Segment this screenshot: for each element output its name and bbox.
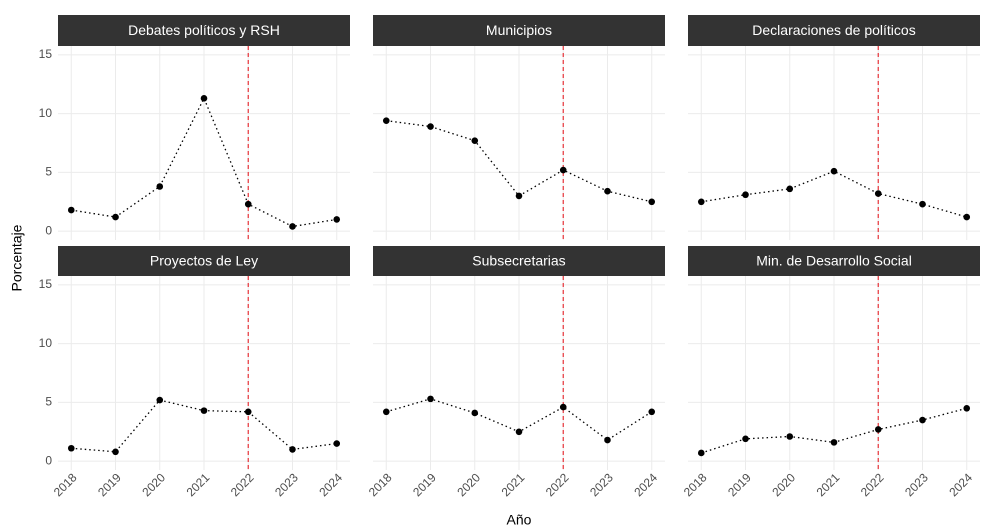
x-tick-label: 2019 [410,470,439,499]
strip [373,15,665,46]
data-point [604,187,611,195]
strip-title: Subsecretarias [472,253,565,269]
data-point [963,404,971,412]
data-point [471,137,479,144]
x-tick-label: 2020 [139,470,168,499]
data-point [919,416,926,424]
data-point [67,444,75,452]
data-point [333,440,341,447]
data-point [382,408,390,416]
x-tick-label: 2019 [95,470,124,499]
y-tick-label: 5 [45,165,52,179]
data-point [515,192,523,200]
data-point [289,223,296,230]
data-point [786,433,794,440]
strip [58,15,350,46]
data-point [742,191,749,199]
data-point [559,166,567,174]
strip-title: Declaraciones de políticos [752,22,915,38]
data-point [471,409,479,417]
x-tick-label: 2018 [366,470,395,499]
data-point [156,183,164,190]
x-tick-label: 2022 [543,470,572,499]
data-point [874,190,882,197]
data-point [67,206,75,214]
data-point [697,198,705,206]
y-tick-label: 10 [39,106,53,120]
strip [58,246,350,276]
strip-title: Proyectos de Ley [150,253,258,269]
x-tick-label: 2022 [858,470,887,499]
data-point [156,396,164,404]
x-tick-label: 2021 [814,470,843,499]
data-point [200,407,208,414]
data-point [648,198,656,206]
strip [688,246,980,276]
data-point [333,216,341,223]
x-tick-label: 2023 [272,470,301,499]
x-tick-label: 2024 [316,470,345,499]
data-point [382,117,390,124]
data-point [559,403,567,411]
data-point [427,395,434,403]
x-tick-label: 2024 [946,470,975,499]
x-tick-label: 2021 [499,470,528,499]
data-point [244,408,252,416]
data-point [200,95,208,102]
x-tick-label: 2021 [184,470,213,499]
strip-title: Min. de Desarrollo Social [756,253,912,269]
strip [688,15,980,46]
y-axis-title: Porcentaje [9,224,25,291]
strip [373,246,665,276]
x-tick-label: 2018 [51,470,80,499]
data-point [244,200,252,208]
y-tick-label: 0 [45,223,52,237]
data-point [742,435,749,443]
x-tick-label: 2020 [454,470,483,499]
y-tick-label: 0 [45,453,52,467]
data-point [786,185,794,193]
data-point [963,213,971,221]
data-point [830,439,838,446]
strip-title: Debates políticos y RSH [128,22,280,38]
x-tick-label: 2024 [631,470,660,499]
data-point [604,436,611,444]
y-tick-label: 5 [45,395,52,409]
x-tick-label: 2023 [587,470,616,499]
y-tick-label: 10 [39,336,53,350]
data-point [830,167,838,175]
data-point [289,446,296,453]
x-tick-label: 2020 [769,470,798,499]
data-point [648,408,656,416]
y-tick-label: 15 [39,47,53,61]
data-point [919,200,926,208]
data-point [874,426,882,433]
x-tick-label: 2019 [725,470,754,499]
data-point [515,428,523,436]
data-point [112,448,119,456]
x-tick-label: 2018 [681,470,710,499]
x-tick-label: 2023 [902,470,931,499]
strip-title: Municipios [486,22,552,38]
data-point [697,449,705,457]
data-point [427,123,434,130]
x-axis-title: Año [507,512,532,528]
x-tick-label: 2022 [228,470,257,499]
data-point [112,213,119,221]
y-tick-label: 15 [39,277,53,291]
